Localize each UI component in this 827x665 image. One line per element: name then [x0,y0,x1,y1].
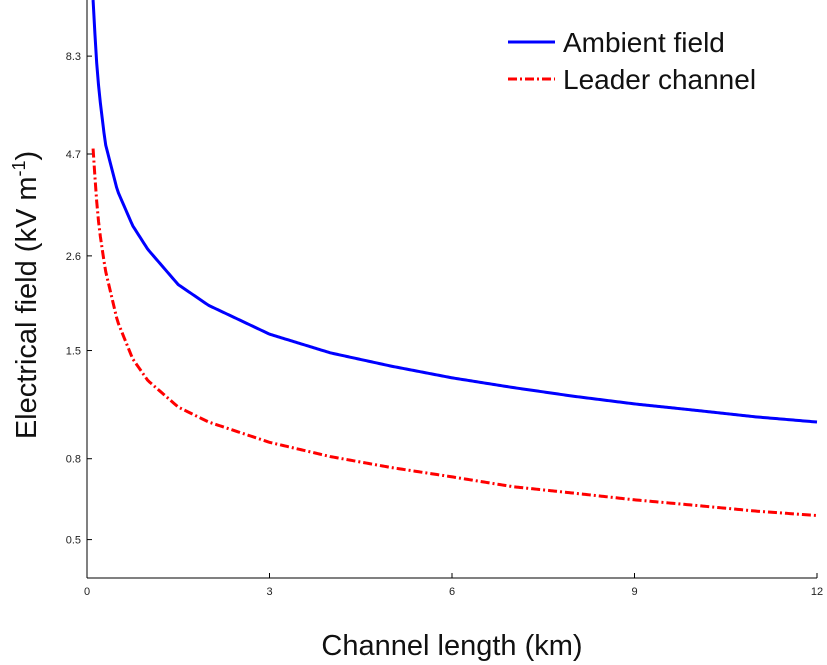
legend: Ambient field Leader channel [508,27,756,95]
y-ticks: 0.5 0.8 1.5 2.6 4.7 8.3 [66,51,92,547]
legend-label-leader: Leader channel [563,64,756,95]
x-axis-title: Channel length (km) [321,630,582,662]
x-tick-label: 3 [266,586,272,598]
plot-area [87,0,817,578]
y-tick-label: 8.3 [66,51,81,63]
x-tick-label: 0 [84,586,90,598]
x-tick-label: 12 [811,586,823,598]
series-line-ambient-field [91,0,818,424]
legend-label-ambient: Ambient field [563,27,725,58]
y-axis-title-superscript: -1 [9,160,29,176]
x-tick-label: 9 [631,586,637,598]
y-axis-title-close: ) [11,151,43,161]
series-line-leader-channel [91,148,818,518]
y-tick-label: 2.6 [66,251,81,263]
y-tick-label: 0.8 [66,454,81,466]
y-axis-title-main: Electrical field (kV m [11,177,43,440]
y-tick-label: 4.7 [66,149,81,161]
y-tick-label: 1.5 [66,346,81,358]
series-layer [91,0,818,518]
y-tick-label: 0.5 [66,535,81,547]
y-axis-title: Electrical field (kV m-1) [9,151,43,439]
x-tick-label: 6 [449,586,455,598]
x-ticks: 0 3 6 9 12 [84,573,823,598]
